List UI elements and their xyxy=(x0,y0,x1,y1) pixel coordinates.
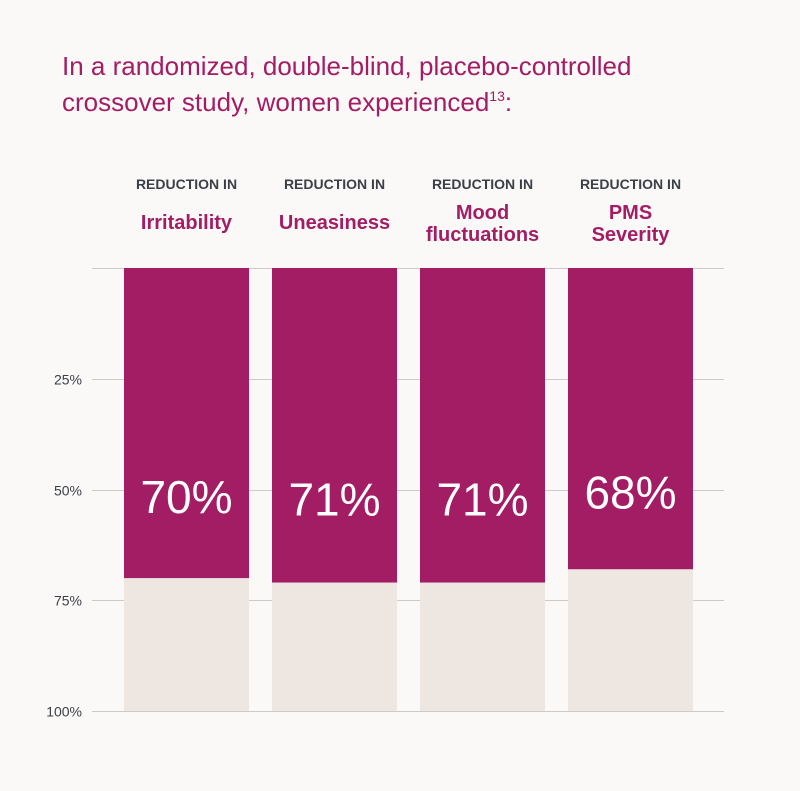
category-name: Irritability xyxy=(141,212,233,234)
bar-value-label: 71% xyxy=(288,473,380,525)
category-prefix: REDUCTION IN xyxy=(580,176,681,192)
category-name: Uneasiness xyxy=(279,212,390,234)
bar-reduction xyxy=(420,268,545,583)
category-prefix: REDUCTION IN xyxy=(136,176,237,192)
bar-remainder xyxy=(568,569,693,711)
bar-remainder xyxy=(420,582,545,711)
labels: 25% 50% 75% 100% 70% REDUCTION IN Irritability… xyxy=(46,176,681,720)
category-name: PMS xyxy=(609,202,652,224)
category-name: Mood xyxy=(456,202,509,224)
bar-reduction xyxy=(272,268,397,583)
bar-reduction xyxy=(124,268,249,579)
headline-footnote-ref: 13 xyxy=(489,88,505,104)
y-tick-label: 100% xyxy=(46,704,82,720)
category-prefix: REDUCTION IN xyxy=(284,176,385,192)
headline-line-1: In a randomized, double-blind, placebo-c… xyxy=(62,51,632,81)
bar-value-label: 71% xyxy=(436,473,528,525)
bars xyxy=(124,268,693,711)
category-name: fluctuations xyxy=(426,224,539,246)
y-tick-label: 25% xyxy=(54,372,82,388)
category-name: Severity xyxy=(592,224,671,246)
headline-suffix: : xyxy=(504,87,513,117)
bar-value-label: 70% xyxy=(140,471,232,523)
category-prefix: REDUCTION IN xyxy=(432,176,533,192)
bar-remainder xyxy=(124,578,249,711)
y-tick-label: 75% xyxy=(54,593,82,609)
chart-headline: In a randomized, double-blind, placebo-c… xyxy=(62,48,762,120)
bar-value-label: 68% xyxy=(584,467,676,519)
headline-line-2: crossover study, women experienced xyxy=(62,87,490,117)
bar-reduction xyxy=(568,268,693,570)
bar-remainder xyxy=(272,582,397,711)
y-tick-label: 50% xyxy=(54,483,82,499)
